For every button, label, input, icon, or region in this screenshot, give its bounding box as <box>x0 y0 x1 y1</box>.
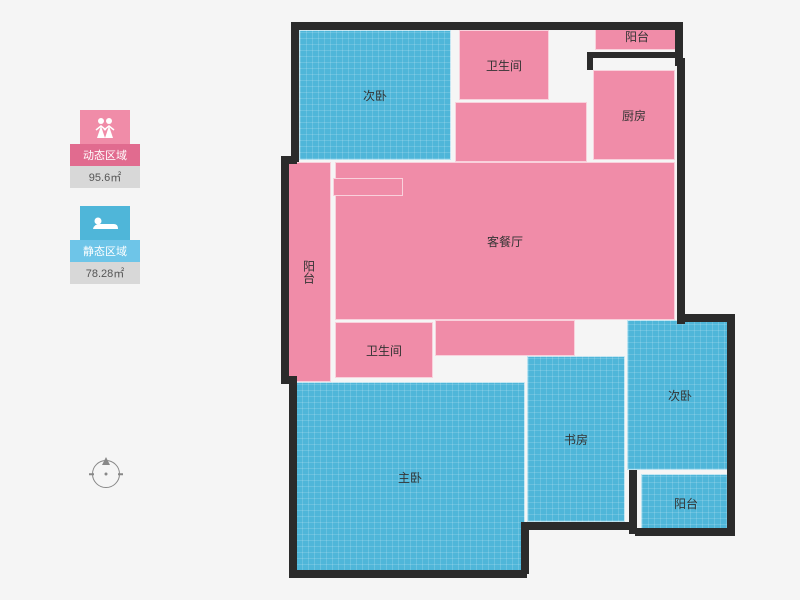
wall-segment <box>281 156 289 382</box>
room-hall-strip <box>455 102 587 162</box>
legend-static: 静态区域 78.28㎡ <box>70 206 140 284</box>
room-bedroom2-top: 次卧 <box>299 30 451 160</box>
room-label: 卫生间 <box>486 57 522 74</box>
wall-segment <box>521 522 633 530</box>
room-label: 次卧 <box>668 387 692 404</box>
room-label: 次卧 <box>363 87 387 104</box>
wall-segment <box>281 376 295 384</box>
wall-segment <box>521 522 529 574</box>
floorplan: 次卧卫生间阳台厨房客餐厅阳台卫生间主卧书房次卧阳台 <box>265 22 735 582</box>
legend-static-label: 静态区域 <box>70 240 140 262</box>
wall-segment <box>587 52 683 58</box>
legend-panel: 动态区域 95.6㎡ 静态区域 78.28㎡ <box>70 110 140 302</box>
wall-segment <box>291 22 683 30</box>
legend-dynamic-label: 动态区域 <box>70 144 140 166</box>
legend-static-value: 78.28㎡ <box>70 262 140 284</box>
room-label: 阳台 <box>301 260 318 284</box>
room-study: 书房 <box>527 356 625 522</box>
people-icon <box>80 110 130 144</box>
room-master: 主卧 <box>295 382 525 572</box>
room-label: 主卧 <box>398 469 422 486</box>
room-bath-mid: 卫生间 <box>335 322 433 378</box>
room-balcony-left2 <box>333 178 403 196</box>
room-balcony-left: 阳台 <box>287 162 331 382</box>
wall-segment <box>289 376 297 576</box>
room-balcony-br: 阳台 <box>641 474 731 532</box>
room-kitchen: 厨房 <box>593 70 675 160</box>
room-label: 卫生间 <box>366 342 402 359</box>
room-label: 客餐厅 <box>487 233 523 250</box>
compass-icon <box>92 460 120 488</box>
room-label: 书房 <box>564 431 588 448</box>
wall-segment <box>677 64 685 324</box>
legend-dynamic: 动态区域 95.6㎡ <box>70 110 140 188</box>
room-label: 阳台 <box>674 495 698 512</box>
room-bath-top: 卫生间 <box>459 30 549 100</box>
wall-segment <box>291 22 299 162</box>
wall-segment <box>289 570 527 578</box>
wall-segment <box>587 52 593 70</box>
legend-dynamic-value: 95.6㎡ <box>70 166 140 188</box>
rest-icon <box>80 206 130 240</box>
room-label: 阳台 <box>625 28 649 45</box>
wall-segment <box>635 528 735 536</box>
wall-segment <box>727 314 735 536</box>
room-living-ext <box>435 320 575 356</box>
room-label: 厨房 <box>622 107 646 124</box>
room-bedroom2-right: 次卧 <box>627 320 733 470</box>
